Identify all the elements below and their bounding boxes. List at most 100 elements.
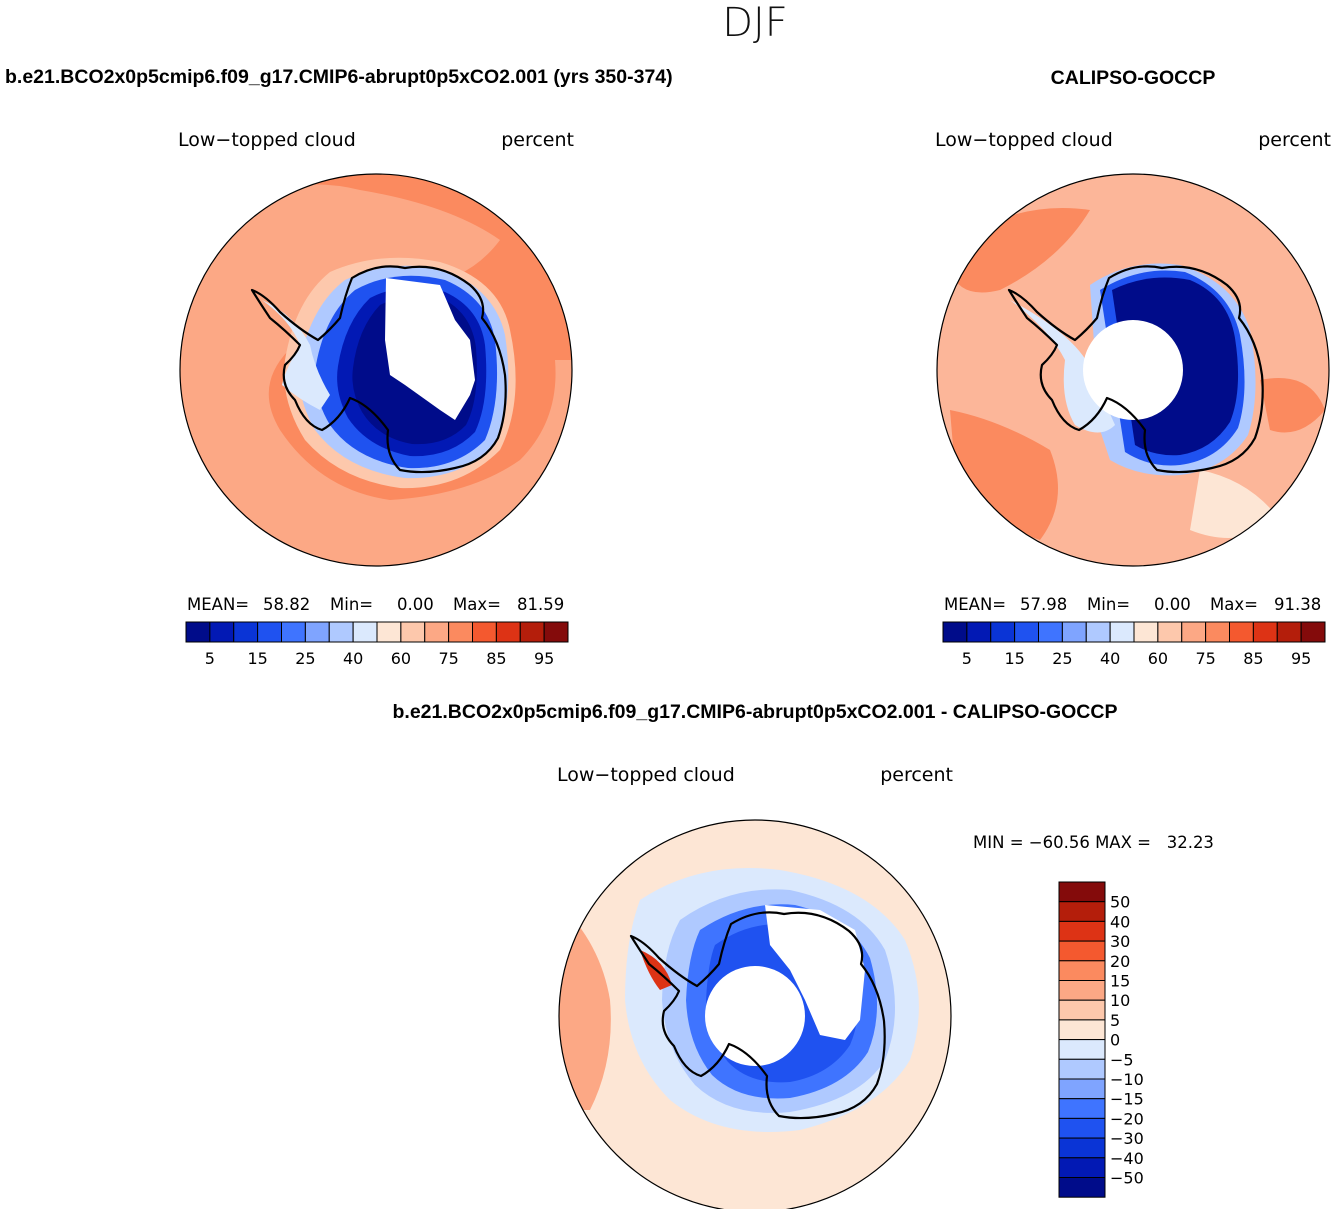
colorbar-swatch: [966, 621, 992, 643]
model-map: [180, 174, 572, 566]
colorbar-swatch: [1109, 621, 1135, 643]
colorbar-tick-label: 5: [1110, 1011, 1120, 1030]
colorbar-tick-label: −10: [1110, 1070, 1144, 1089]
colorbar-tick-label: 15: [1004, 649, 1024, 668]
colorbar-tick-label: 60: [1148, 649, 1168, 668]
obs-min-label: Min=: [1087, 595, 1130, 614]
colorbar-swatch: [1058, 901, 1106, 922]
colorbar-swatch: [424, 621, 450, 643]
colorbar-swatch: [942, 621, 968, 643]
colorbar-swatch: [1276, 621, 1302, 643]
page-title: DJF: [722, 0, 788, 46]
colorbar-swatch: [1085, 621, 1111, 643]
colorbar-swatch: [352, 621, 378, 643]
colorbar-swatch: [1058, 1098, 1106, 1119]
obs-ocean-patch-3: [1260, 378, 1325, 433]
obs-case-title: CALIPSO-GOCCP: [1051, 67, 1216, 89]
model-missing-data: [385, 278, 475, 420]
colorbar-swatch: [185, 621, 211, 643]
colorbar-tick-label: 95: [534, 649, 554, 668]
colorbar-swatch: [1058, 1137, 1106, 1159]
model-mean-value: 58.82: [263, 595, 310, 614]
colorbar-swatch: [400, 621, 426, 643]
colorbar-swatch: [376, 621, 402, 643]
colorbar-tick-label: −40: [1110, 1149, 1144, 1168]
panel-diff: b.e21.BCO2x0p5cmip6.f09_g17.CMIP6-abrupt…: [393, 701, 1214, 1209]
colorbar-swatch: [1038, 621, 1063, 643]
colorbar-tick-label: 0: [1110, 1031, 1120, 1050]
colorbar-swatch: [495, 621, 521, 643]
model-ocean-band-outer: [180, 184, 572, 566]
colorbar-swatch: [1058, 1019, 1106, 1041]
colorbar-swatch: [1058, 920, 1106, 942]
colorbar-tick-label: 5: [205, 649, 215, 668]
colorbar-swatch: [1300, 621, 1326, 643]
colorbar-swatch: [209, 621, 235, 643]
diff-map: [559, 820, 951, 1209]
colorbar-tick-label: 10: [1110, 991, 1130, 1010]
obs-variable-label: Low−topped cloud: [935, 129, 1113, 151]
obs-ocean-patch-2: [950, 410, 1058, 540]
colorbar-swatch: [1058, 1117, 1106, 1139]
colorbar-swatch: [257, 621, 282, 643]
colorbar-swatch: [304, 621, 330, 643]
colorbar-tick-label: −30: [1110, 1129, 1144, 1148]
model-coastline: [250, 265, 507, 474]
colorbar-swatch: [1058, 960, 1106, 981]
colorbar-swatch: [1058, 1058, 1106, 1080]
obs-min-value: 0.00: [1154, 595, 1191, 614]
obs-mean-value: 57.98: [1020, 595, 1067, 614]
diff-polar-gap: [705, 966, 805, 1066]
colorbar-tick-label: 75: [438, 649, 458, 668]
colorbar-tick-label: −5: [1110, 1050, 1134, 1069]
obs-units-label: percent: [1258, 129, 1331, 151]
colorbar-tick-label: −20: [1110, 1109, 1144, 1128]
diff-case-title: b.e21.BCO2x0p5cmip6.f09_g17.CMIP6-abrupt…: [393, 701, 1118, 723]
colorbar-swatch: [281, 621, 306, 643]
diff-coastline: [629, 911, 886, 1120]
colorbar-tick-label: 15: [247, 649, 267, 668]
colorbar-tick-label: 85: [486, 649, 506, 668]
colorbar-tick-label: 25: [1052, 649, 1072, 668]
colorbar-swatch: [1058, 940, 1106, 962]
obs-polar-gap: [1083, 320, 1183, 420]
colorbar-tick-label: 75: [1195, 649, 1215, 668]
model-case-title: b.e21.BCO2x0p5cmip6.f09_g17.CMIP6-abrupt…: [5, 66, 673, 88]
colorbar-swatch: [1058, 1078, 1106, 1100]
colorbar-swatch: [1058, 881, 1106, 903]
colorbar-tick-label: 95: [1291, 649, 1311, 668]
obs-peninsula-light: [1010, 300, 1115, 433]
colorbar-swatch: [233, 621, 259, 643]
colorbar-tick-label: 15: [1110, 972, 1130, 991]
colorbar-swatch: [1157, 621, 1183, 643]
colorbar-tick-label: 5: [962, 649, 972, 668]
panel-obs: CALIPSO-GOCCP Low−topped cloud percent M…: [935, 67, 1331, 668]
colorbar-tick-label: 40: [343, 649, 363, 668]
colorbar-swatch: [1205, 621, 1230, 643]
colorbar-swatch: [1252, 621, 1278, 643]
colorbar-tick-label: −50: [1110, 1169, 1144, 1188]
obs-coastline: [1007, 265, 1264, 474]
colorbar-tick-label: 20: [1110, 952, 1130, 971]
colorbar-tick-label: 25: [295, 649, 315, 668]
model-mean-label: MEAN=: [187, 595, 249, 614]
colorbar-swatch: [1133, 621, 1159, 643]
diff-units-label: percent: [880, 764, 953, 786]
model-variable-label: Low−topped cloud: [178, 129, 356, 151]
colorbar-swatch: [328, 621, 354, 643]
colorbar-swatch: [1061, 621, 1087, 643]
obs-map-border: [936, 173, 1330, 567]
obs-mean-label: MEAN=: [944, 595, 1006, 614]
colorbar-swatch: [519, 621, 545, 643]
diff-variable-label: Low−topped cloud: [557, 764, 735, 786]
model-units-label: percent: [501, 129, 574, 151]
colorbar-swatch: [1014, 621, 1039, 643]
colorbar-tick-label: 30: [1110, 932, 1130, 951]
obs-max-value: 91.38: [1274, 595, 1321, 614]
model-peninsula-light: [262, 300, 330, 410]
panel-model: b.e21.BCO2x0p5cmip6.f09_g17.CMIP6-abrupt…: [5, 66, 673, 668]
colorbar-tick-label: 50: [1110, 893, 1130, 912]
colorbar-swatch: [1058, 1039, 1106, 1060]
colorbar-swatch: [1181, 621, 1207, 643]
